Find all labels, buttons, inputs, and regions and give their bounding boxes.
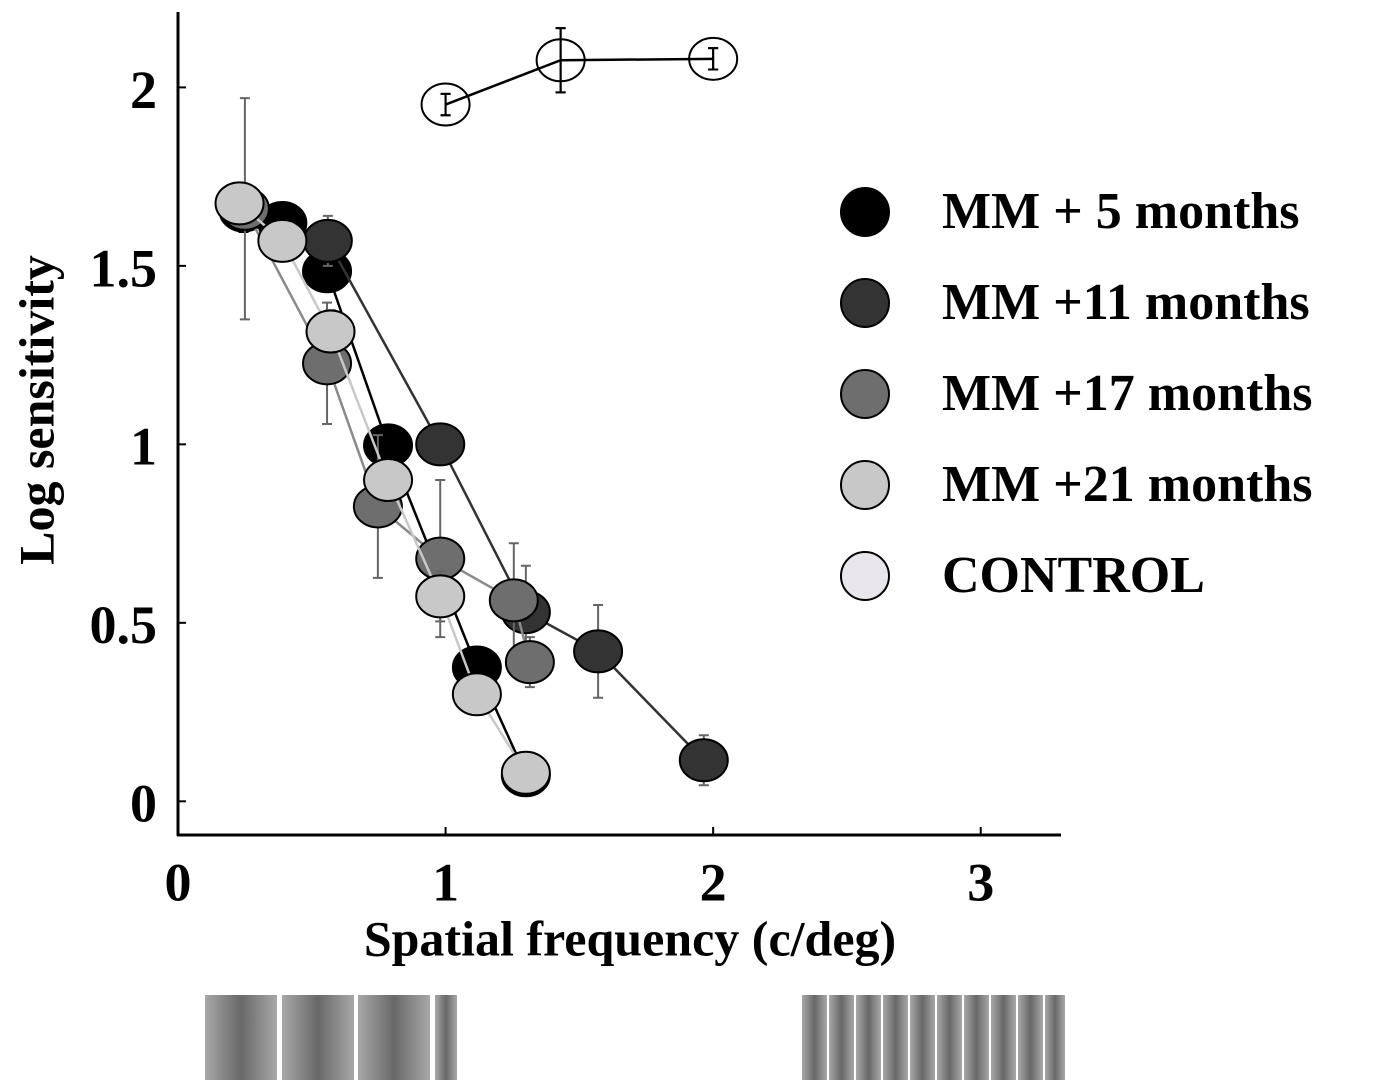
x-tick-label: 2 — [700, 852, 727, 912]
error-bar — [708, 47, 719, 71]
grating-high — [802, 995, 1065, 1080]
legend-label: MM +11 months — [942, 274, 1310, 331]
data-point — [420, 82, 471, 127]
data-point — [451, 672, 502, 717]
data-point — [363, 458, 414, 503]
x-tick-label: 1 — [432, 852, 459, 912]
x-axis-label: Spatial frequency (c/deg) — [364, 910, 896, 966]
grating-low — [205, 995, 457, 1080]
series — [420, 27, 739, 127]
legend-label: MM +21 months — [942, 456, 1313, 513]
legend-marker — [840, 460, 890, 510]
data-point — [415, 422, 466, 467]
data-point — [488, 578, 539, 623]
series — [219, 97, 555, 689]
data-point — [500, 750, 551, 795]
y-tick-label: 1.5 — [90, 238, 158, 298]
y-axis-label: Log sensitivity — [8, 255, 64, 565]
data-point — [504, 640, 555, 685]
data-point — [214, 181, 265, 226]
data-point — [257, 218, 308, 263]
data-point — [688, 36, 739, 81]
error-bar — [555, 27, 566, 94]
data-point — [415, 574, 466, 619]
y-tick-label: 1 — [130, 417, 157, 477]
y-tick-label: 2 — [130, 60, 157, 120]
legend-label: CONTROL — [942, 547, 1205, 604]
legend-marker — [840, 551, 890, 601]
x-tick-label: 0 — [165, 852, 192, 912]
x-tick-label: 3 — [967, 852, 994, 912]
error-bar — [440, 92, 451, 117]
y-tick-label: 0 — [130, 774, 157, 834]
legend-label: MM + 5 months — [942, 183, 1300, 240]
data-point — [302, 218, 353, 263]
y-tick-label: 0.5 — [90, 595, 158, 655]
legend-label: MM +17 months — [942, 365, 1313, 422]
legend-marker — [840, 278, 890, 328]
series — [214, 181, 551, 795]
legend-marker — [840, 369, 890, 419]
data-point — [678, 738, 729, 783]
data-point — [305, 309, 356, 354]
data-point — [573, 629, 624, 674]
legend-marker — [840, 187, 890, 237]
